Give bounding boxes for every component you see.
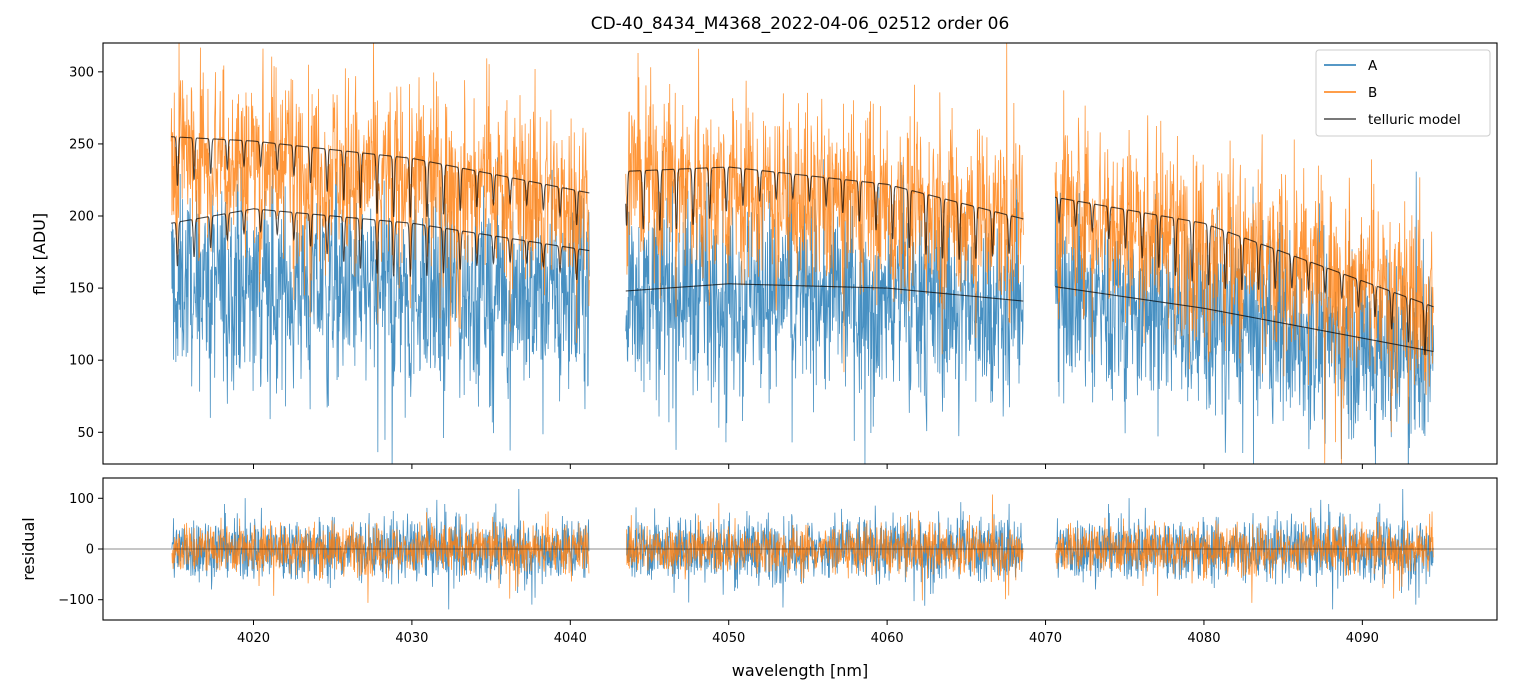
spectrum-a-line [170,157,590,464]
top-axis-ticks: 50 100 150 200 250 300 [69,65,1363,469]
residual-b-line [626,494,1024,601]
legend-box [1315,49,1491,137]
bottom-ytick-label: 100 [69,492,94,507]
bottom-xtick-label: 4080 [1187,631,1220,646]
legend-label-a: A [1368,58,1378,74]
residual-b-line [1055,511,1434,603]
legend-label-telluric: telluric model [1368,112,1461,128]
telluric-model-b-line [625,166,1024,260]
residual-a-line [626,502,1024,608]
top-ytick-label: 300 [69,65,94,80]
bottom-plot-area [103,489,1497,610]
legend-label-b: B [1368,85,1377,101]
bottom-xtick-label: 4060 [871,631,904,646]
bottom-xtick-label: 4050 [712,631,745,646]
chart-title: CD-40_8434_M4368_2022-04-06_02512 order … [591,14,1010,34]
top-ytick-label: 50 [77,426,94,441]
bottom-xtick-label: 4030 [395,631,428,646]
spectrum-b-line [170,43,590,347]
legend: A B telluric model [1315,49,1491,137]
top-ytick-label: 100 [69,354,94,369]
bottom-xtick-label: 4020 [237,631,270,646]
bottom-xtick-label: 4090 [1346,631,1379,646]
top-ylabel: flux [ADU] [30,213,49,295]
bottom-ytick-label: 0 [86,543,94,558]
residual-b-line [171,511,590,603]
telluric-model-a-line [625,283,1024,302]
spectrum-b-line [1054,90,1435,464]
xlabel: wavelength [nm] [732,661,869,680]
telluric-model-b-line [1054,196,1434,356]
top-ytick-label: 200 [69,210,94,225]
top-axes-frame [102,42,1498,465]
bottom-axis-ticks: 4020 4030 4040 4050 4060 4070 4080 4090 −100 0 100 [58,492,1379,646]
bottom-ylabel: residual [19,517,38,580]
spectrum-b-line [625,43,1024,373]
top-ytick-label: 250 [69,137,94,152]
telluric-model-a-line [171,208,590,281]
bottom-xtick-label: 4040 [554,631,587,646]
top-ytick-label: 150 [69,282,94,297]
bottom-ytick-label: −100 [58,593,94,608]
top-plot-area [170,43,1435,464]
telluric-model-b-line [171,136,590,226]
bottom-xtick-label: 4070 [1029,631,1062,646]
telluric-model-a-line [1054,286,1434,353]
